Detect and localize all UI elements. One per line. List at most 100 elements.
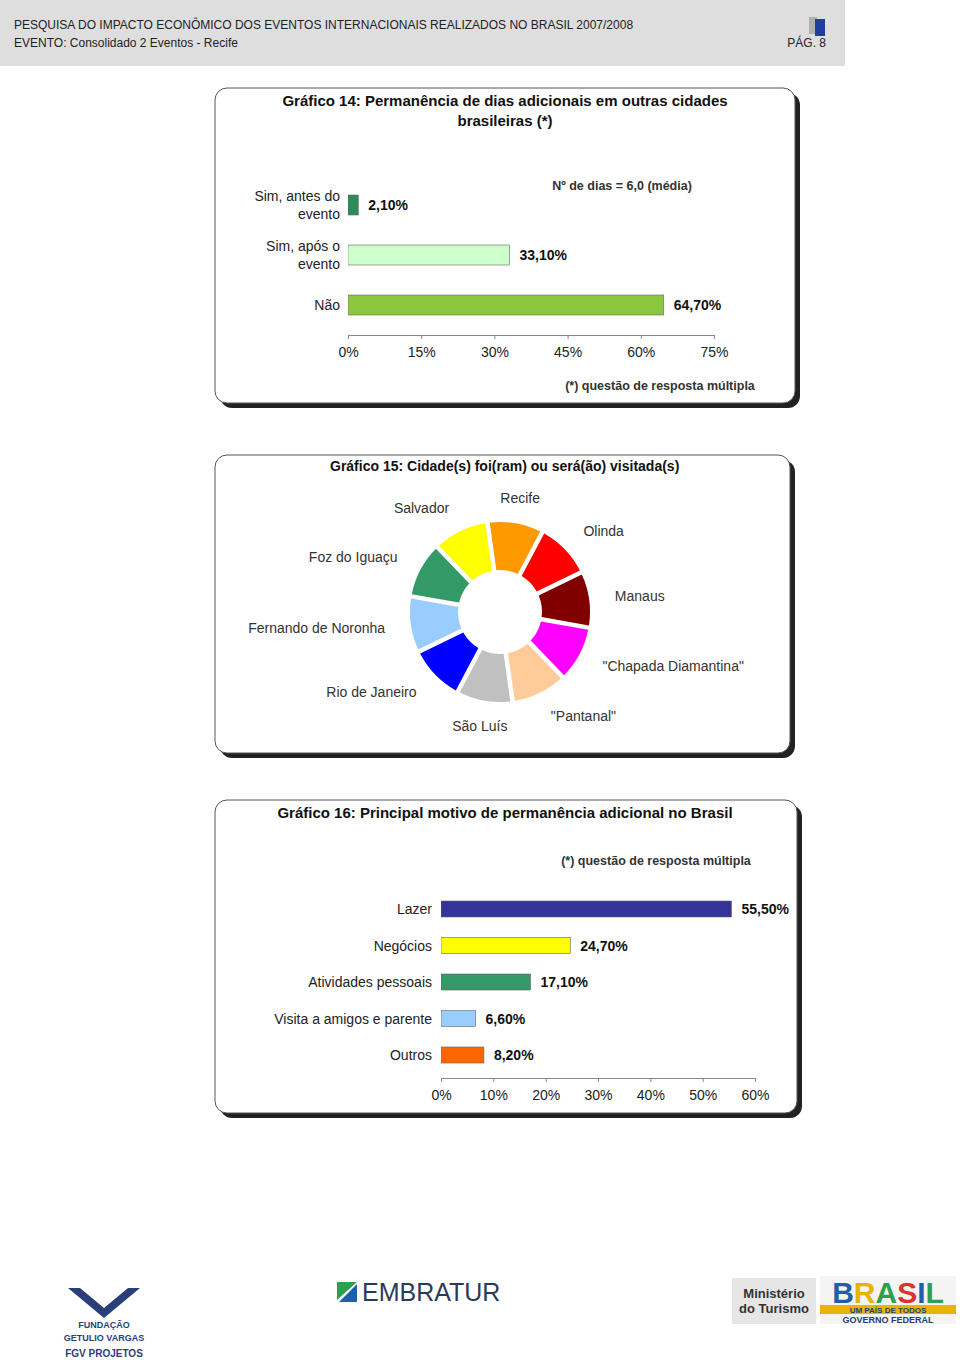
- tick: 10%: [480, 1078, 508, 1103]
- logo-text: GOVERNO FEDERAL: [842, 1315, 934, 1325]
- data-labels: 2,10%33,10%64,70%: [368, 197, 722, 313]
- tick: 15%: [408, 335, 436, 360]
- x-axis: 0% 10% 20% 30% 40% 50% 60%: [431, 1078, 769, 1103]
- tick-mark: [755, 1078, 756, 1082]
- category-label: Sim, após oevento: [266, 238, 340, 272]
- header-title: PESQUISA DO IMPACTO ECONÔMICO DOS EVENTO…: [14, 17, 633, 32]
- annotation: Nº de dias = 6,0 (média): [552, 179, 692, 193]
- logo-shape: [68, 1288, 140, 1318]
- x-axis: 0% 15% 30% 45% 60% 75%: [338, 335, 728, 360]
- annotation: (*) questão de resposta múltipla: [561, 854, 752, 868]
- category-label: Não: [314, 297, 340, 313]
- data-label: 6,60%: [486, 1011, 526, 1027]
- tick: 60%: [741, 1078, 769, 1103]
- header-band: [0, 0, 845, 66]
- header-page: PÁG. 8: [787, 35, 826, 50]
- tick-label: 30%: [481, 344, 509, 360]
- slice: [410, 599, 461, 650]
- tick-mark: [546, 1078, 547, 1082]
- logo-shape: [820, 1276, 956, 1324]
- data-label: 55,50%: [741, 901, 789, 917]
- tick-label: 60%: [627, 344, 655, 360]
- tick-mark: [598, 1078, 599, 1082]
- logo-text: EMBRATUR: [362, 1278, 500, 1306]
- tick: 30%: [481, 335, 509, 360]
- header-icon: [815, 19, 825, 36]
- logo-text: GETULIO VARGAS: [64, 1333, 144, 1343]
- data-label: 2,10%: [368, 197, 408, 213]
- logo-text: FGV PROJETOS: [65, 1348, 143, 1359]
- tick: 0%: [431, 1078, 451, 1103]
- slice-label: Rio de Janeiro: [326, 684, 416, 700]
- tick-mark: [714, 335, 715, 339]
- axis-line: [442, 1079, 756, 1083]
- footer: FUNDAÇÃO GETULIO VARGAS FGV PROJETOS EMBRAT…: [64, 1276, 956, 1359]
- tick: 0%: [338, 335, 358, 360]
- data-label: 8,20%: [494, 1047, 534, 1063]
- slice-label: Recife: [500, 490, 540, 506]
- logo-brasil: BRASILUM PAÍS DE TODOSGOVERNO FEDERAL: [820, 1276, 956, 1325]
- bar: [441, 938, 570, 954]
- panel-frame: [215, 88, 795, 403]
- tick-label: 15%: [408, 344, 436, 360]
- category-label: Sim, antes doevento: [254, 188, 340, 222]
- chart-title: Gráfico 15: Cidade(s) foi(ram) ou será(ã…: [330, 458, 679, 474]
- tick: 60%: [627, 335, 655, 360]
- bars: [348, 195, 664, 315]
- logo-fgv: FUNDAÇÃO GETULIO VARGAS FGV PROJETOS: [64, 1288, 144, 1359]
- slice-labels: RecifeOlindaManaus"Chapada Diamantina""P…: [248, 490, 744, 734]
- slice-label: Manaus: [615, 588, 665, 604]
- tick-mark: [494, 335, 495, 339]
- chart-panel: Gráfico 16: Principal motivo de permanên…: [215, 800, 802, 1118]
- tick-label: 0%: [338, 344, 358, 360]
- tick-label: 10%: [480, 1087, 508, 1103]
- logo-text: FUNDAÇÃO: [78, 1320, 130, 1330]
- page-svg: PESQUISA DO IMPACTO ECONÔMICO DOS EVENTO…: [0, 0, 960, 1363]
- tick-label: 60%: [741, 1087, 769, 1103]
- logo-embratur: EMBRATUR: [337, 1278, 500, 1306]
- slice-label: "Chapada Diamantina": [602, 658, 744, 674]
- bar: [441, 1047, 484, 1063]
- tick-mark: [703, 1078, 704, 1082]
- tick-label: 40%: [637, 1087, 665, 1103]
- tick-mark: [493, 1078, 494, 1082]
- logo-shape: [820, 1305, 956, 1314]
- tick-label: 0%: [431, 1087, 451, 1103]
- panel-frame: [215, 800, 797, 1113]
- slice-label: Salvador: [394, 500, 450, 516]
- tick-mark: [441, 1078, 442, 1082]
- bars: [441, 901, 731, 1063]
- bar: [348, 295, 664, 315]
- tick: 40%: [637, 1078, 665, 1103]
- data-labels: 55,50%24,70%17,10%6,60%8,20%: [486, 901, 790, 1063]
- tick-mark: [421, 335, 422, 339]
- tick-label: 30%: [584, 1087, 612, 1103]
- data-label: 64,70%: [674, 297, 722, 313]
- logo-text: Ministério: [743, 1286, 804, 1301]
- tick: 50%: [689, 1078, 717, 1103]
- logo-text: UM PAÍS DE TODOS: [850, 1306, 927, 1315]
- tick-label: 20%: [532, 1087, 560, 1103]
- chart-panel: Gráfico 15: Cidade(s) foi(ram) ou será(ã…: [215, 455, 795, 758]
- tick: 45%: [554, 335, 582, 360]
- tick-mark: [650, 1078, 651, 1082]
- slice-label: Fernando de Noronha: [248, 620, 385, 636]
- tick: 30%: [584, 1078, 612, 1103]
- chart-title: Gráfico 14: Permanência de dias adiciona…: [282, 92, 727, 129]
- slice: [508, 644, 561, 701]
- logo-text: do Turismo: [739, 1301, 809, 1316]
- bar: [348, 195, 358, 215]
- slices: [410, 522, 590, 702]
- logo-shape: [732, 1278, 816, 1324]
- bar: [441, 1011, 476, 1027]
- category-labels: LazerNegóciosAtividades pessoaisVisita a…: [274, 901, 432, 1063]
- category-label: Atividades pessoais: [308, 974, 432, 990]
- tick-mark: [641, 335, 642, 339]
- axis-line: [349, 336, 715, 340]
- bar: [348, 245, 510, 265]
- tick: 20%: [532, 1078, 560, 1103]
- tick-mark: [348, 335, 349, 339]
- slice: [439, 523, 492, 580]
- header: PESQUISA DO IMPACTO ECONÔMICO DOS EVENTO…: [0, 0, 845, 66]
- tick-label: 75%: [700, 344, 728, 360]
